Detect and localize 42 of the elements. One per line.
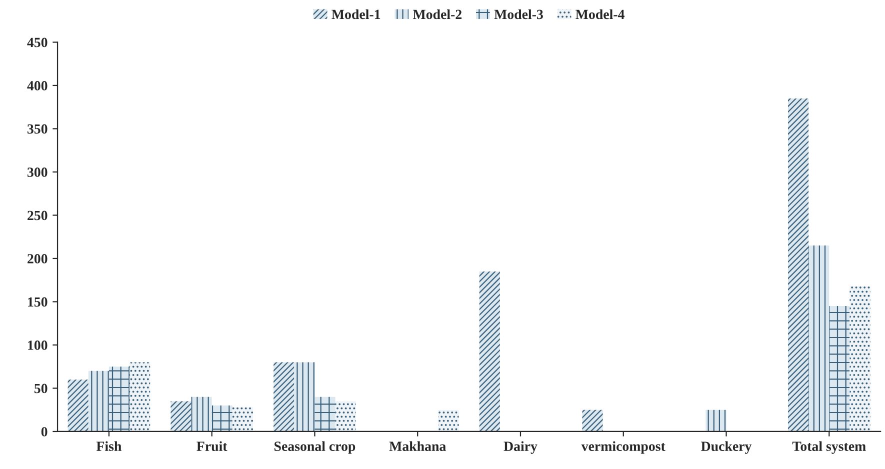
bar (191, 396, 212, 432)
bar (212, 406, 232, 432)
x-tick-label: vermicompost (581, 441, 666, 454)
bar (68, 380, 88, 432)
y-tick-label: 350 (27, 124, 48, 134)
y-tick-label: 50 (34, 384, 48, 394)
bar (829, 306, 850, 432)
y-tick-label: 200 (28, 254, 48, 264)
bar (232, 407, 253, 432)
bar (88, 370, 109, 432)
y-tick-label: 400 (27, 81, 48, 90)
bar (850, 286, 870, 432)
legend-label: Model-2 (412, 9, 462, 20)
bar (808, 245, 830, 432)
bar (438, 410, 459, 432)
y-tick-label: 100 (28, 340, 48, 350)
x-tick-label: Dairy (504, 441, 538, 454)
x-tick-label: Fruit (196, 441, 228, 452)
bar (706, 410, 726, 432)
bar (274, 362, 294, 432)
x-tick-label: Duckery (701, 441, 752, 454)
bar (130, 362, 150, 432)
legend-label: Model-3 (494, 9, 543, 20)
bar (108, 366, 130, 432)
bar (582, 410, 603, 432)
x-tick-label: Fish (96, 441, 122, 451)
legend-label: Model-1 (332, 9, 380, 20)
legend-label: Model-4 (576, 9, 624, 20)
bar (294, 362, 315, 432)
y-tick-label: 300 (27, 168, 48, 177)
x-tick-label: Seasonal crop (274, 441, 356, 454)
bar (788, 98, 809, 432)
x-tick-label: Makhana (389, 441, 446, 451)
x-tick-label: Total system (792, 441, 866, 454)
y-tick-label: 250 (28, 210, 48, 220)
bar (170, 401, 192, 432)
y-tick-label: 450 (27, 38, 48, 48)
bar (479, 271, 500, 432)
y-tick-label: 150 (28, 297, 48, 307)
y-tick-label: 0 (41, 427, 48, 436)
bar (335, 401, 356, 432)
bar (314, 396, 336, 432)
